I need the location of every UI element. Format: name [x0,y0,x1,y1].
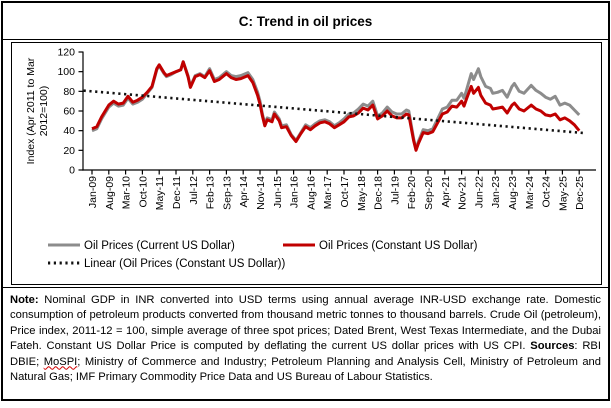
oil-price-chart: 0 20 40 60 80 100 120 Jan-09 Aug-09 Mar-10 Oct-10 M… [11,42,602,285]
chart-title-text: C: Trend in oil prices [238,13,373,29]
x-tick-label: Aug-16 [305,176,317,210]
y-tick-label: 80 [63,86,75,98]
note-segment: : RBI DBIE; [10,340,601,368]
x-tick-label: May-25 [557,176,569,211]
x-tick-label: Nov-14 [255,176,267,210]
x-tick-label: Mar-24 [524,176,536,209]
legend-linear-trend: Linear (Oil Prices (Constant US Dollar)) [48,258,285,270]
note-text: Note: Nominal GDP in INR converted into … [10,293,601,385]
note-segment: Nominal GDP in INR converted into USD te… [10,294,601,353]
chart-title: C: Trend in oil prices [3,3,608,40]
x-tick-label: Jan-23 [490,176,502,208]
y-tick-label: 40 [63,125,75,137]
x-tick-label: Oct-17 [339,176,351,208]
legend-current-usd: Oil Prices (Current US Dollar) [48,240,235,252]
x-tick-label: Sep-20 [423,176,435,210]
note-segment-misspelled: MoSPI [43,355,78,368]
legend-constant-usd: Oil Prices (Constant US Dollar) [283,240,478,252]
y-tick-label: 20 [63,145,75,157]
x-tick-label: Jul-12 [188,176,200,205]
legend-linear-trend-label: Linear (Oil Prices (Constant US Dollar)) [84,258,285,270]
y-tick-label: 60 [63,106,75,118]
x-tick-label: Aug-23 [507,176,519,210]
x-tick-label: May-18 [356,176,368,211]
y-tick-label: 0 [69,165,75,177]
series-constant-usd-line [91,60,581,152]
figure-frame: C: Trend in oil prices 0 20 40 60 80 100 120 Ja… [1,1,610,401]
x-tick-label: Aug-09 [104,176,116,210]
x-tick-label: Dec-18 [373,176,385,210]
x-tick-label: Nov-21 [457,176,469,210]
x-tick-label: May-11 [154,176,166,210]
x-tick-label: Jan-16 [289,176,301,208]
y-axis-title: 2012=100) [38,86,50,137]
x-tick-label: Mar-17 [322,176,334,209]
x-tick-label: Oct-10 [137,176,149,208]
x-tick-label: Oct-24 [541,176,553,208]
trendline [83,89,585,135]
x-tick-label: Apr-14 [238,176,250,208]
x-tick-label: Jan-09 [87,176,99,208]
note-segment: Sources [530,340,575,353]
x-tick-label: Jun-22 [473,176,485,208]
chart-area: 0 20 40 60 80 100 120 Jan-09 Aug-09 Mar-10 Oct-10 M… [3,40,608,287]
y-tick-label: 120 [57,47,75,59]
legend-constant-usd-label: Oil Prices (Constant US Dollar) [319,240,478,252]
legend-current-usd-label: Oil Prices (Current US Dollar) [84,240,235,252]
y-tick-label: 100 [57,66,75,78]
x-tick-label: Feb-13 [205,176,217,209]
x-tick-label: Dec-11 [171,176,183,209]
x-tick-label: Apr-21 [440,176,452,208]
x-tick-label: Jul-19 [389,176,401,205]
note-segment: Note: [10,294,39,306]
x-tick-label: Jun-15 [272,176,284,208]
x-tick-label: Mar-10 [121,176,133,209]
x-tick-label: Sep-13 [221,176,233,210]
x-tick-label: Feb-20 [406,176,418,209]
y-axis-title: Index (Apr 2011 to Mar [25,57,37,164]
note-section: Note: Nominal GDP in INR converted into … [3,287,608,385]
x-tick-label: Dec-25 [574,176,586,210]
note-segment: ; Ministry of Commerce and Industry; Pet… [10,355,602,384]
